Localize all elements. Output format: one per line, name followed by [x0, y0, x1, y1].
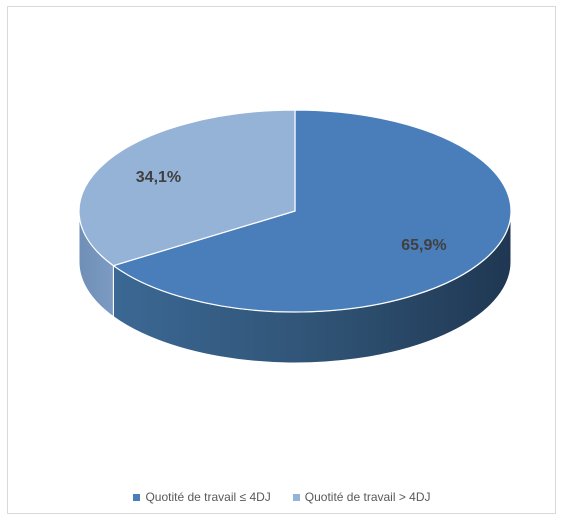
- legend-swatch-quotite-gt-4dj: [292, 493, 300, 501]
- data-label-quotite-gt-4dj: 34,1%: [136, 169, 181, 186]
- legend-label-quotite-le-4dj: Quotité de travail ≤ 4DJ: [145, 490, 271, 504]
- pie-slice-quotite-le-4dj: [112, 109, 512, 313]
- data-label-quotite-le-4dj: 65,9%: [401, 237, 446, 254]
- legend-item-quotite-le-4dj: Quotité de travail ≤ 4DJ: [133, 490, 271, 504]
- pie-slice-quotite-gt-4dj: [78, 109, 296, 267]
- legend-item-quotite-gt-4dj: Quotité de travail > 4DJ: [292, 490, 431, 504]
- legend-label-quotite-gt-4dj: Quotité de travail > 4DJ: [304, 490, 431, 504]
- chart-legend: Quotité de travail ≤ 4DJ Quotité de trav…: [0, 487, 564, 507]
- legend-swatch-quotite-le-4dj: [133, 493, 141, 501]
